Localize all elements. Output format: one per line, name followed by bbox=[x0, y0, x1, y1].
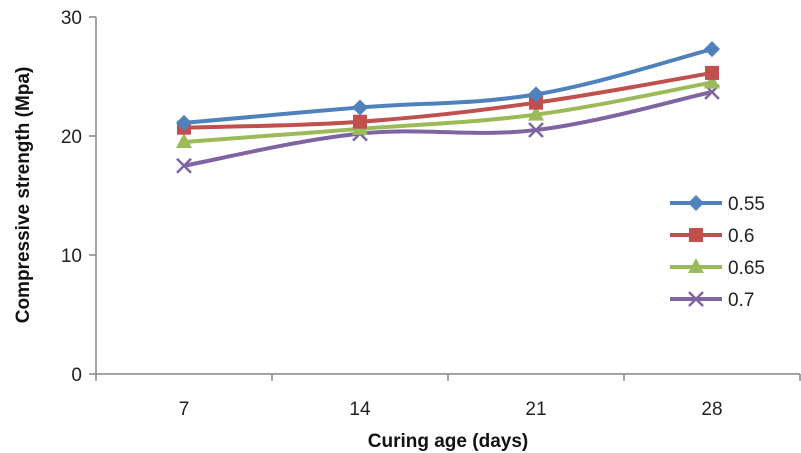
y-tick-label: 10 bbox=[61, 246, 82, 267]
legend-marker bbox=[688, 258, 704, 273]
data-point bbox=[176, 132, 192, 148]
y-tick-label: 30 bbox=[61, 8, 82, 29]
legend-item: 0.7 bbox=[670, 290, 754, 311]
y-tick-label: 0 bbox=[71, 365, 82, 386]
x-tick-label: 28 bbox=[701, 399, 722, 420]
x-tick-label: 7 bbox=[179, 399, 190, 420]
data-point bbox=[704, 41, 720, 58]
x-tick-label: 21 bbox=[525, 399, 546, 420]
legend-marker bbox=[689, 228, 703, 242]
data-point bbox=[528, 105, 544, 121]
legend: 0.55 0.6 0.65 0.7 bbox=[670, 194, 765, 311]
legend-item: 0.6 bbox=[670, 226, 754, 247]
series-0.7 bbox=[176, 84, 720, 174]
series-line bbox=[182, 80, 714, 144]
legend-label: 0.55 bbox=[728, 194, 765, 215]
legend-marker bbox=[688, 291, 704, 307]
series-line bbox=[182, 70, 714, 130]
series-0.65 bbox=[176, 73, 720, 148]
legend-item: 0.55 bbox=[670, 194, 765, 215]
data-point bbox=[529, 95, 543, 110]
data-point bbox=[352, 99, 368, 116]
data-point bbox=[176, 114, 192, 131]
x-axis-title: Curing age (days) bbox=[368, 431, 528, 452]
legend-item: 0.65 bbox=[670, 258, 765, 279]
y-tick-label: 20 bbox=[61, 127, 82, 148]
legend-label: 0.65 bbox=[728, 258, 765, 279]
data-point bbox=[353, 114, 367, 129]
data-point bbox=[528, 86, 544, 103]
y-ticks: 0 10 20 30 bbox=[61, 8, 96, 386]
data-point bbox=[704, 73, 720, 89]
legend-label: 0.6 bbox=[728, 226, 754, 247]
data-point bbox=[705, 65, 719, 80]
series-line bbox=[182, 89, 714, 168]
series-group bbox=[176, 41, 720, 174]
series-0.55 bbox=[176, 41, 720, 131]
x-tick-label: 14 bbox=[349, 399, 371, 420]
y-axis-title: Compressive strength (Mpa) bbox=[13, 67, 34, 324]
axes bbox=[95, 17, 800, 375]
data-point bbox=[176, 157, 192, 174]
series-line bbox=[182, 47, 714, 125]
legend-marker bbox=[688, 195, 704, 211]
legend-label: 0.7 bbox=[728, 290, 754, 311]
x-ticks: 7 14 21 28 bbox=[95, 374, 801, 420]
data-point bbox=[528, 122, 544, 138]
